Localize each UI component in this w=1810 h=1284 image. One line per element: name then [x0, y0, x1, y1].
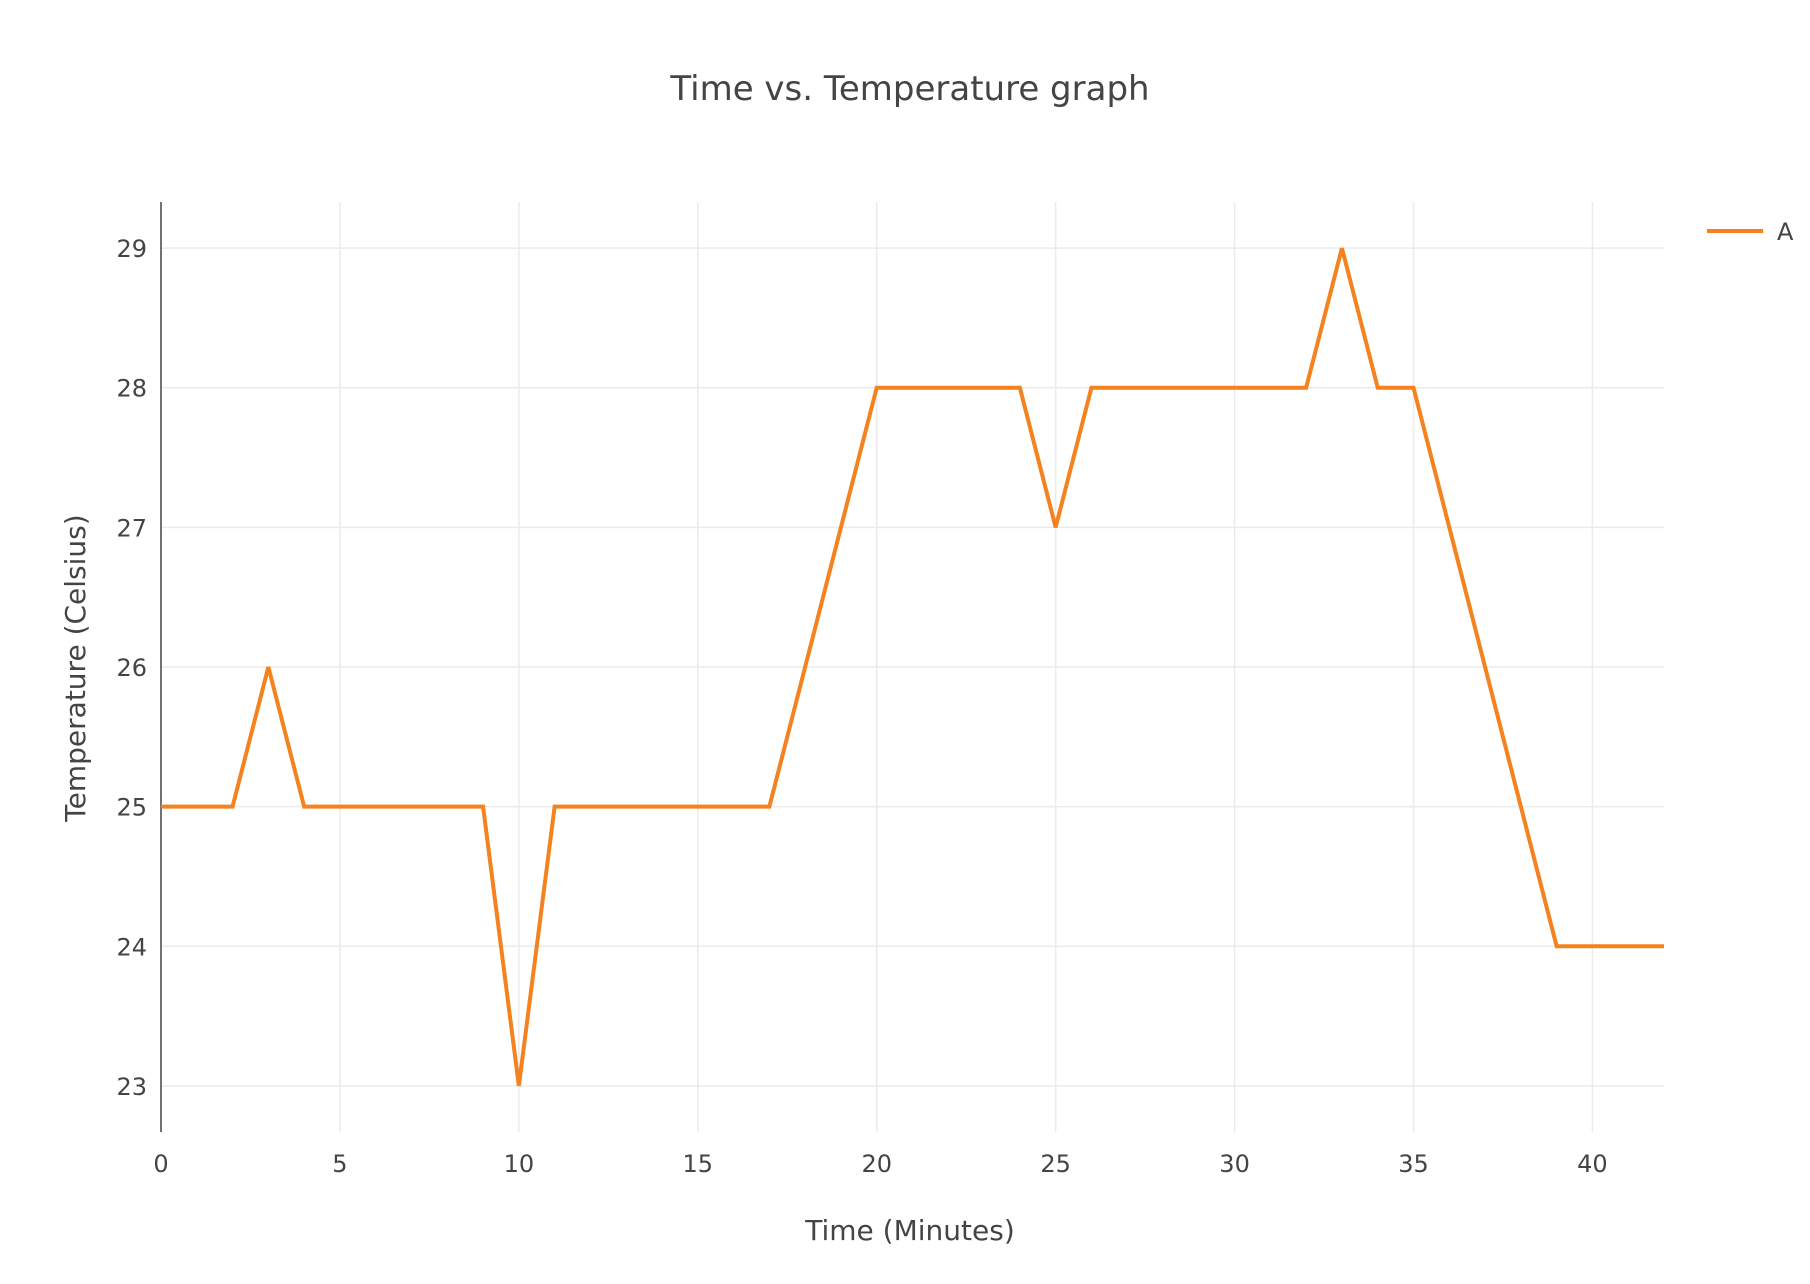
x-tick-label: 5 [332, 1150, 347, 1178]
series [161, 247, 1664, 1087]
x-tick-label: 35 [1398, 1150, 1429, 1178]
chart-title: Time vs. Temperature graph [669, 69, 1149, 109]
y-tick-label: 27 [116, 514, 147, 542]
y-axis-title: Temperature (Celsius) [59, 514, 92, 822]
x-tick-label: 40 [1577, 1150, 1608, 1178]
x-axis-title: Time (Minutes) [804, 1214, 1015, 1247]
y-tick-label: 26 [116, 654, 147, 682]
y-tick-label: 23 [116, 1073, 147, 1101]
x-tick-label: 30 [1219, 1150, 1250, 1178]
y-tick-label: 29 [116, 235, 147, 263]
x-tick-label: 15 [683, 1150, 714, 1178]
y-tick-label: 28 [116, 375, 147, 403]
series-line-a [161, 247, 1664, 1087]
legend[interactable]: A [1707, 218, 1794, 246]
legend-label-a: A [1777, 218, 1794, 246]
x-tick-label: 25 [1040, 1150, 1071, 1178]
y-tick-label: 25 [116, 794, 147, 822]
y-tick-label: 24 [116, 933, 147, 961]
tick-labels: 0 5 10 15 20 25 30 35 40 23 24 25 26 27 28 29 [116, 235, 1607, 1178]
x-tick-label: 20 [861, 1150, 892, 1178]
x-tick-label: 10 [504, 1150, 535, 1178]
grid [161, 202, 1664, 1132]
x-tick-label: 0 [153, 1150, 168, 1178]
